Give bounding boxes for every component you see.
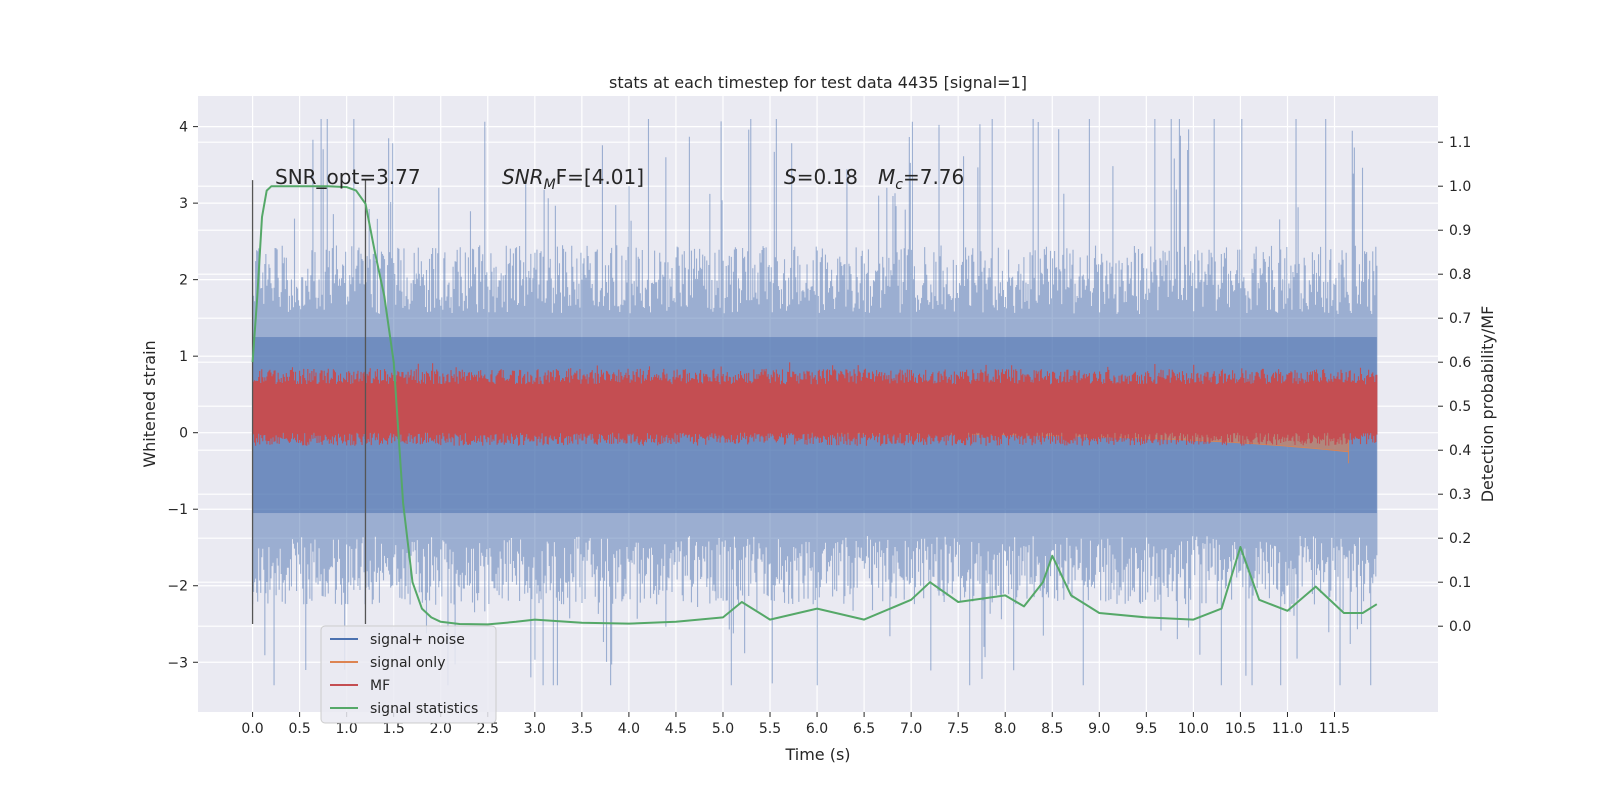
y-tick-label-left: 4 bbox=[179, 120, 188, 136]
x-tick-label: 10.5 bbox=[1225, 721, 1256, 737]
y-axis-title-left: Whitened strain bbox=[140, 340, 159, 467]
x-tick-label: 9.0 bbox=[1088, 721, 1110, 737]
legend-label-signal-statistics: signal statistics bbox=[370, 701, 478, 717]
x-tick-label: 8.5 bbox=[1041, 721, 1063, 737]
y-tick-label-right: 0.2 bbox=[1449, 531, 1471, 547]
x-tick-label: 10.0 bbox=[1178, 721, 1209, 737]
x-tick-label: 3.0 bbox=[524, 721, 546, 737]
x-tick-label: 11.0 bbox=[1272, 721, 1303, 737]
y-tick-label-right: 0.6 bbox=[1449, 355, 1471, 371]
annotation-snr-mf: SNRMF=[4.01] bbox=[502, 165, 644, 193]
legend: signal+ noise signal only MF signal stat… bbox=[320, 625, 497, 724]
x-tick-label: 3.5 bbox=[571, 721, 593, 737]
y-tick-label-right: 0.9 bbox=[1449, 223, 1471, 239]
y-axis-title-right: Detection probability/MF bbox=[1478, 306, 1497, 503]
y-tick-label-right: 0.4 bbox=[1449, 443, 1471, 459]
y-tick-label-right: 0.1 bbox=[1449, 575, 1471, 591]
legend-label-mf: MF bbox=[370, 678, 390, 694]
x-tick-label: 11.5 bbox=[1319, 721, 1350, 737]
x-tick-label: 8.0 bbox=[994, 721, 1016, 737]
y-tick-label-right: 0.7 bbox=[1449, 311, 1471, 327]
y-tick-label-left: −1 bbox=[167, 502, 188, 518]
y-tick-label-right: 1.1 bbox=[1449, 135, 1471, 151]
y-tick-label-left: 1 bbox=[179, 349, 188, 365]
x-tick-label: 7.5 bbox=[947, 721, 969, 737]
snr-mf-main: SNR bbox=[502, 165, 544, 189]
y-tick-label-right: 1.0 bbox=[1449, 179, 1471, 195]
y-tick-label-right: 0.8 bbox=[1449, 267, 1471, 283]
chart-title: stats at each timestep for test data 443… bbox=[609, 73, 1027, 92]
legend-label-signal-only: signal only bbox=[370, 655, 445, 671]
mc-sub: c bbox=[895, 177, 903, 193]
s-label: S bbox=[784, 165, 797, 189]
x-tick-label: 1.0 bbox=[336, 721, 358, 737]
legend-box bbox=[320, 625, 497, 724]
x-tick-label: 2.0 bbox=[430, 721, 452, 737]
y-tick-label-right: 0.0 bbox=[1449, 619, 1471, 635]
y-tick-label-right: 0.5 bbox=[1449, 399, 1471, 415]
x-tick-label: 2.5 bbox=[477, 721, 499, 737]
x-tick-label: 9.5 bbox=[1135, 721, 1157, 737]
x-tick-label: 6.0 bbox=[806, 721, 828, 737]
y-tick-label-left: 2 bbox=[179, 273, 188, 289]
mc-value: =7.76 bbox=[903, 165, 964, 189]
series-signal-statistics bbox=[251, 185, 1378, 626]
x-tick-label: 1.5 bbox=[383, 721, 405, 737]
x-ticks: 0.0 0.5 1.0 1.5 2.0 2.5 3.0 3.5 4.0 4.5 5.0 5.5 6.0 6… bbox=[241, 712, 1350, 737]
y-tick-label-left: 3 bbox=[179, 196, 188, 212]
s-value: =0.18 bbox=[797, 165, 858, 189]
x-tick-label: 0.5 bbox=[288, 721, 310, 737]
legend-label-signal-noise: signal+ noise bbox=[370, 632, 465, 648]
x-axis-title: Time (s) bbox=[784, 745, 850, 764]
y-tick-label-left: −3 bbox=[167, 655, 188, 671]
series-mf bbox=[252, 362, 1378, 446]
x-tick-label: 5.0 bbox=[712, 721, 734, 737]
y-ticks-right: 0.0 0.1 0.2 0.3 0.4 0.5 0.6 0.7 0.8 0.9 1.0 1.1 bbox=[1438, 135, 1471, 635]
y-tick-label-right: 0.3 bbox=[1449, 487, 1471, 503]
snr-mf-sub: M bbox=[544, 177, 556, 193]
vertical-markers bbox=[251, 180, 367, 624]
x-tick-label: 0.0 bbox=[241, 721, 263, 737]
annotation-snr-opt: SNR_opt=3.77 bbox=[275, 165, 421, 189]
x-tick-label: 6.5 bbox=[853, 721, 875, 737]
y-ticks-left: −3 −2 −1 0 1 2 3 4 bbox=[167, 120, 198, 671]
annotation-s: S=0.18 bbox=[784, 165, 858, 189]
x-tick-label: 7.0 bbox=[900, 721, 922, 737]
y-tick-label-left: 0 bbox=[179, 426, 188, 442]
x-tick-label: 5.5 bbox=[759, 721, 781, 737]
mc-main: M bbox=[878, 165, 895, 189]
snr-mf-tail: F=[4.01] bbox=[556, 165, 644, 189]
x-tick-label: 4.0 bbox=[618, 721, 640, 737]
signal-statistics-line bbox=[251, 185, 1378, 626]
annotation-mc: Mc=7.76 bbox=[878, 165, 964, 193]
y-tick-label-left: −2 bbox=[167, 579, 188, 595]
x-tick-label: 4.5 bbox=[665, 721, 687, 737]
